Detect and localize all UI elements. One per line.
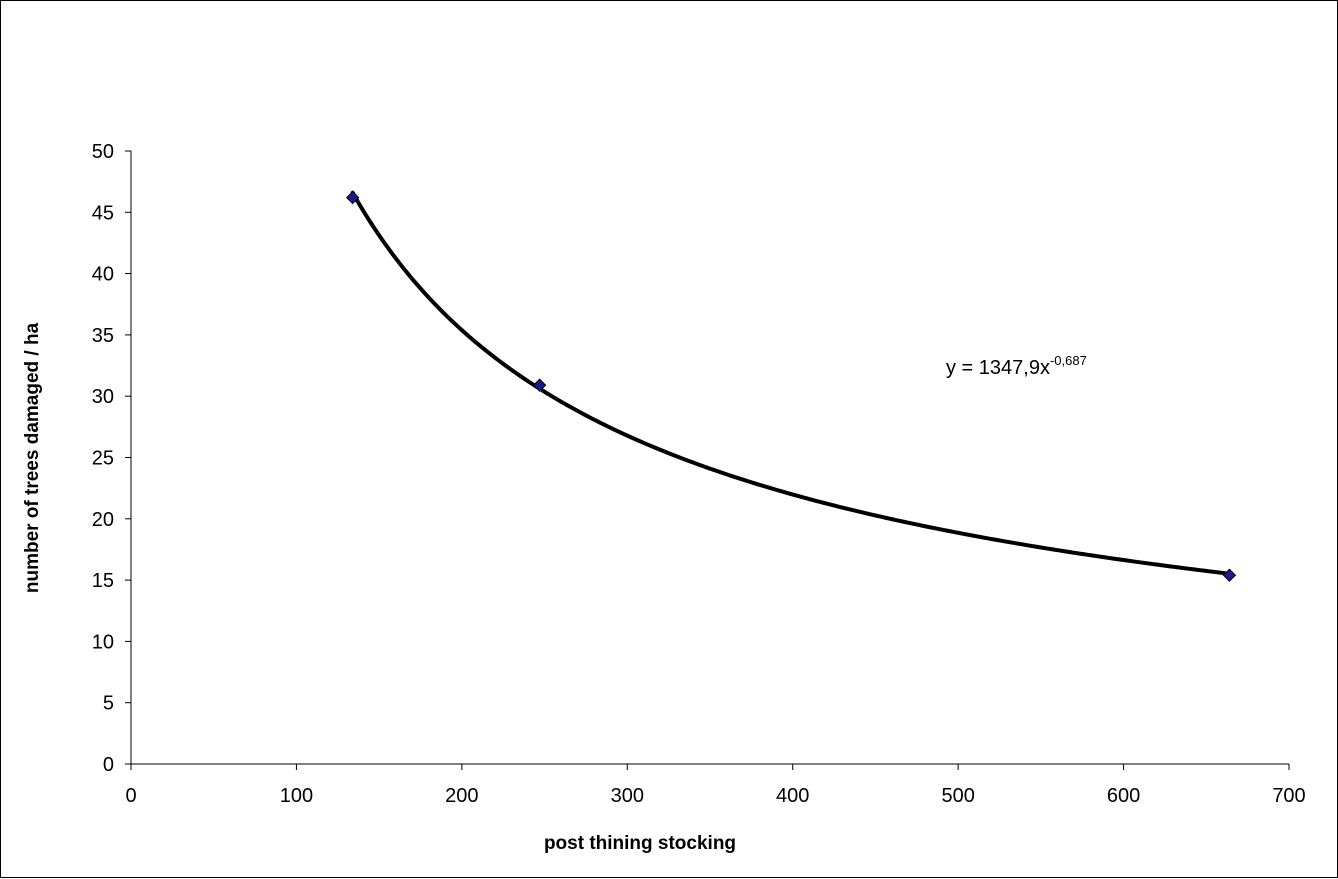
trendline-equation-base: y = 1347,9x	[946, 357, 1050, 379]
y-tick-label: 50	[92, 141, 114, 163]
y-tick-label: 40	[92, 264, 114, 286]
x-tick-label: 600	[1107, 785, 1140, 807]
x-tick-label: 0	[125, 785, 136, 807]
y-tick-label: 10	[92, 631, 114, 653]
y-tick-label: 15	[92, 570, 114, 592]
y-tick-label: 20	[92, 509, 114, 531]
data-point-marker	[532, 378, 547, 392]
trendline-equation-exponent: -0,687	[1050, 353, 1087, 368]
x-axis-ticks: 0 100 200 300 400 500 600 700	[125, 764, 1306, 807]
y-tick-label: 5	[103, 693, 114, 715]
data-point-marker	[1222, 568, 1237, 582]
data-points	[345, 190, 1237, 582]
y-tick-label: 0	[103, 754, 114, 776]
y-tick-label: 35	[92, 325, 114, 347]
trendline-equation: y = 1347,9x-0,687	[946, 353, 1087, 379]
y-axis-title: number of trees damaged / ha	[22, 322, 43, 593]
y-tick-label: 25	[92, 448, 114, 470]
y-tick-label: 30	[92, 386, 114, 408]
x-axis-title: post thining stocking	[544, 833, 736, 854]
y-axis-ticks: 0 5 10 15 20 25 30 35 40 45 50	[92, 141, 131, 776]
x-tick-label: 100	[280, 785, 313, 807]
y-tick-label: 45	[92, 202, 114, 224]
x-tick-label: 200	[445, 785, 478, 807]
x-tick-label: 700	[1272, 785, 1305, 807]
x-tick-label: 400	[776, 785, 809, 807]
trendline-group	[350, 190, 1232, 576]
trendline-curve	[350, 190, 1232, 576]
x-tick-label: 300	[611, 785, 644, 807]
x-tick-label: 500	[941, 785, 974, 807]
axes	[130, 151, 1289, 765]
data-point-marker	[345, 190, 360, 205]
